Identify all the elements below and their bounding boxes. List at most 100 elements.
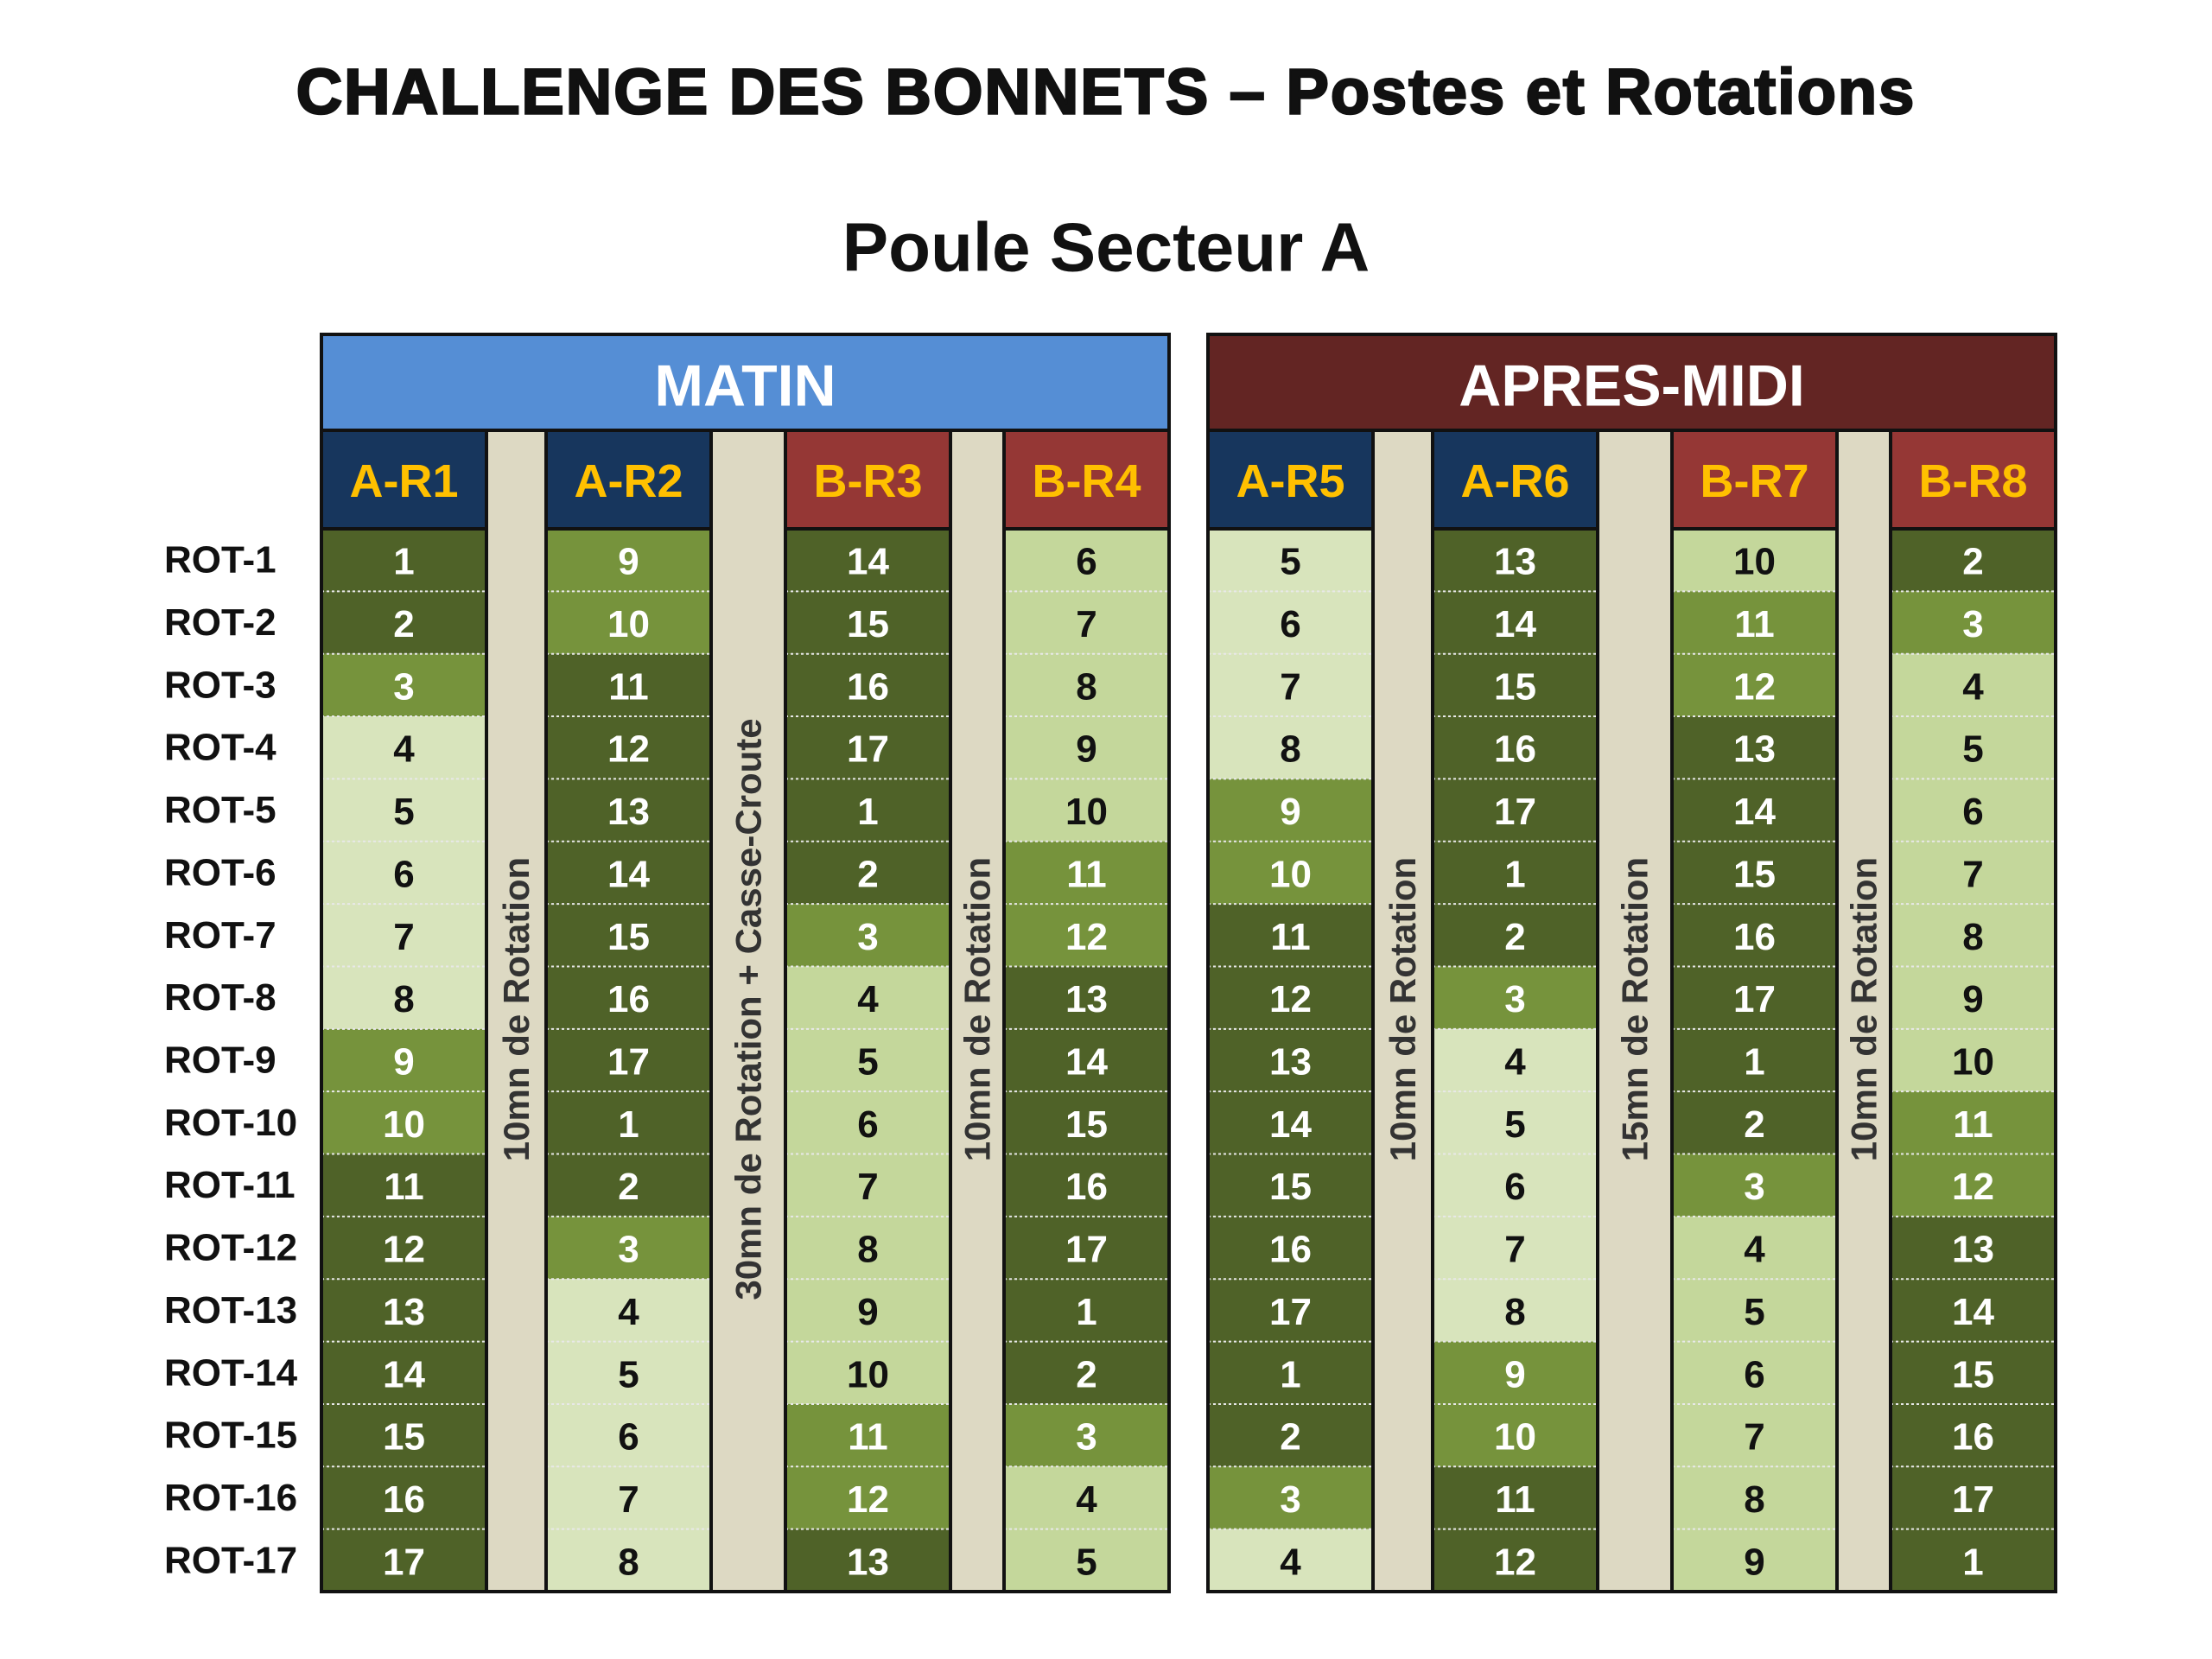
cell bbox=[785, 1341, 950, 1404]
cell-value: 1 bbox=[857, 791, 878, 833]
column-header bbox=[1206, 429, 1375, 531]
cell-value: 16 bbox=[1952, 1416, 1994, 1459]
cell-value: 1 bbox=[1280, 1353, 1300, 1395]
cell bbox=[1433, 841, 1598, 905]
cell-value: 10 bbox=[847, 1353, 889, 1395]
cell-value: 15 bbox=[847, 603, 889, 645]
cell bbox=[1433, 1154, 1598, 1217]
cell-value: 16 bbox=[383, 1478, 425, 1521]
cell-value: 17 bbox=[1269, 1291, 1312, 1333]
cell-value: 10 bbox=[383, 1103, 425, 1146]
cell-value: 12 bbox=[383, 1229, 425, 1271]
cell-value: 5 bbox=[1962, 728, 1983, 771]
cell-value: 9 bbox=[393, 1041, 414, 1084]
cell-value: 7 bbox=[1504, 1229, 1525, 1271]
cell-value: 8 bbox=[1504, 1291, 1525, 1333]
cell-value: 5 bbox=[1280, 541, 1300, 583]
cell-value: 3 bbox=[393, 665, 414, 708]
cell-value: 13 bbox=[1269, 1041, 1312, 1084]
row-label: ROT-12 bbox=[164, 1227, 297, 1269]
column-header bbox=[1431, 429, 1599, 531]
cell-value: 4 bbox=[1744, 1229, 1765, 1271]
cell bbox=[1891, 1529, 2056, 1592]
subtitle: Poule Secteur A bbox=[842, 209, 1370, 286]
cell-value: 17 bbox=[1494, 791, 1536, 833]
break-label: 10mn de Rotation bbox=[957, 857, 998, 1161]
cell-value: 2 bbox=[1962, 541, 1983, 583]
cell bbox=[1004, 1028, 1169, 1092]
cell bbox=[1891, 1403, 2056, 1467]
cell-value: 3 bbox=[1962, 603, 1983, 645]
cell-value: 3 bbox=[1076, 1416, 1096, 1459]
cell bbox=[546, 716, 711, 779]
cell bbox=[1004, 779, 1169, 842]
row-label: ROT-15 bbox=[164, 1414, 297, 1457]
cell bbox=[1433, 1216, 1598, 1280]
cell-value: 14 bbox=[1952, 1291, 1994, 1333]
cell bbox=[1672, 1466, 1837, 1529]
cell bbox=[785, 716, 950, 779]
cell bbox=[1004, 1529, 1169, 1592]
cell-value: 8 bbox=[393, 978, 414, 1020]
cell bbox=[1891, 1279, 2056, 1342]
cell-value: 17 bbox=[1952, 1478, 1994, 1521]
cell-value: 1 bbox=[1076, 1291, 1096, 1333]
cell-value: 15 bbox=[1952, 1353, 1994, 1395]
cell-value: 17 bbox=[847, 728, 889, 771]
cell-value: 9 bbox=[1280, 791, 1300, 833]
section-header bbox=[1206, 333, 2057, 432]
cell-value: 6 bbox=[1744, 1353, 1764, 1395]
cell-value: 5 bbox=[393, 791, 414, 833]
cell-value: 3 bbox=[1504, 978, 1525, 1020]
cell-value: 11 bbox=[608, 665, 649, 708]
column-header-label: B-R7 bbox=[1700, 455, 1808, 507]
cell bbox=[1004, 1279, 1169, 1342]
cell bbox=[1672, 1091, 1837, 1154]
cell bbox=[1891, 1028, 2056, 1092]
cell bbox=[546, 904, 711, 967]
cell bbox=[1004, 1403, 1169, 1467]
cell bbox=[321, 591, 486, 654]
break-label: 10mn de Rotation bbox=[1382, 857, 1423, 1161]
cell bbox=[546, 653, 711, 717]
cell bbox=[1004, 716, 1169, 779]
cell bbox=[1672, 841, 1837, 905]
cell bbox=[1433, 1028, 1598, 1092]
cell bbox=[321, 1091, 486, 1154]
cell-value: 12 bbox=[1065, 916, 1108, 958]
cell-value: 14 bbox=[1733, 791, 1776, 833]
row-label: ROT-6 bbox=[164, 851, 276, 893]
cell bbox=[1433, 1279, 1598, 1342]
cell-value: 6 bbox=[1504, 1166, 1525, 1208]
cell bbox=[321, 1216, 486, 1280]
cell-value: 16 bbox=[1733, 916, 1776, 958]
cell bbox=[321, 779, 486, 842]
cell bbox=[1004, 1154, 1169, 1217]
cell bbox=[1208, 966, 1373, 1029]
cell bbox=[1208, 1279, 1373, 1342]
cell-value: 2 bbox=[1744, 1103, 1764, 1146]
cell-value: 15 bbox=[383, 1416, 425, 1459]
cell bbox=[1208, 1403, 1373, 1467]
cell bbox=[1433, 966, 1598, 1029]
cell-value: 11 bbox=[1495, 1478, 1535, 1521]
cell-value: 15 bbox=[607, 916, 650, 958]
cell-value: 17 bbox=[1733, 978, 1776, 1020]
cell bbox=[1004, 904, 1169, 967]
cell-value: 13 bbox=[1952, 1229, 1994, 1271]
cell bbox=[321, 529, 486, 592]
break-label: 15mn de Rotation bbox=[1615, 857, 1656, 1161]
cell-value: 16 bbox=[847, 665, 889, 708]
cell bbox=[1433, 716, 1598, 779]
row-label: ROT-9 bbox=[164, 1039, 276, 1082]
cell bbox=[1004, 529, 1169, 592]
cell-value: 5 bbox=[1076, 1541, 1096, 1583]
cell-value: 16 bbox=[1494, 728, 1536, 771]
cell-value: 9 bbox=[1962, 978, 1983, 1020]
cell-value: 5 bbox=[618, 1353, 639, 1395]
cell-value: 8 bbox=[618, 1541, 639, 1583]
cell-value: 6 bbox=[618, 1416, 639, 1459]
cell-value: 6 bbox=[1076, 541, 1096, 583]
cell bbox=[785, 1529, 950, 1592]
